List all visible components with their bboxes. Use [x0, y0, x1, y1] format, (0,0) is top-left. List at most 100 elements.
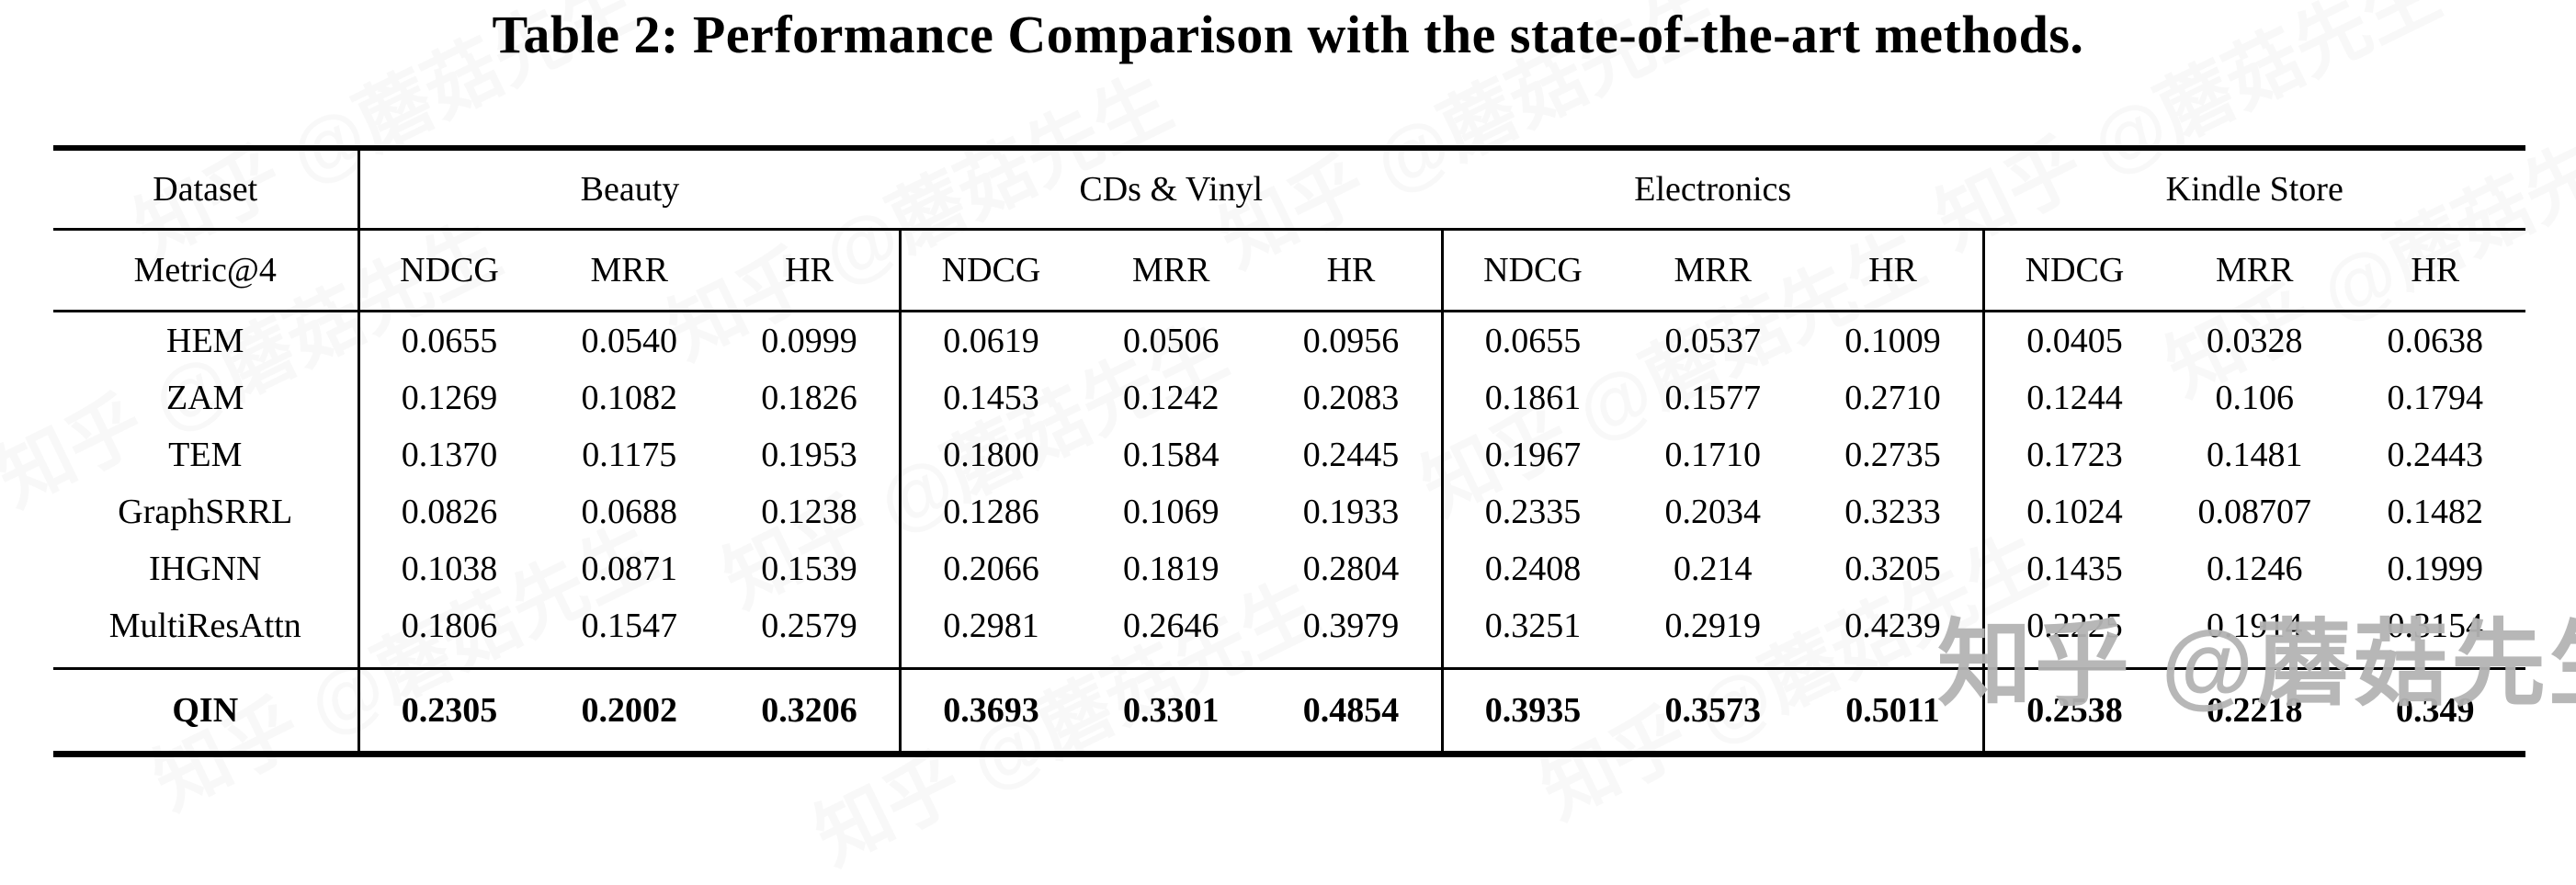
value-cell: 0.1933	[1302, 493, 1400, 531]
value-cell: 0.2335	[1440, 483, 1623, 540]
value-cell: 0.2218	[2164, 667, 2345, 755]
value-cell: 0.0506	[1123, 322, 1220, 360]
value-cell: 0.1269	[357, 369, 539, 426]
metric-label: MRR	[2164, 229, 2345, 312]
metric-header-cell: Metric@4	[53, 229, 358, 312]
table-row: ZAM 0.1269 0.1082 0.1826 0.1453 0.1242 0.2083 0…	[53, 369, 2525, 426]
dataset-header-cell: Dataset	[53, 148, 358, 231]
value-cell: 0.1246	[2207, 550, 2303, 588]
value-cell: 0.1435	[1982, 540, 2164, 597]
value-cell: 0.1482	[2387, 493, 2484, 531]
value-cell: 0.4239	[1844, 607, 1941, 645]
metric-label: MRR	[1622, 229, 1803, 312]
value-cell: 0.1539	[761, 550, 857, 588]
value-cell: 0.0405	[1982, 311, 2164, 369]
metric-label: HR	[2344, 229, 2525, 312]
value-cell: 0.0638	[2387, 322, 2484, 360]
value-cell: 0.1082	[581, 379, 678, 417]
value-cell: 0.3205	[1844, 550, 1941, 588]
value-cell: 0.1009	[1844, 322, 1941, 360]
value-cell: 0.2579	[761, 607, 857, 645]
method-cell: MultiResAttn	[108, 607, 301, 645]
metric-label: NDCG	[357, 229, 539, 312]
method-cell: GraphSRRL	[118, 493, 293, 531]
value-cell: 0.2981	[899, 597, 1081, 669]
value-cell: 0.106	[2215, 379, 2295, 417]
metric-label: HR	[1803, 229, 1984, 312]
value-cell: 0.2538	[1982, 667, 2164, 755]
method-cell: QIN	[53, 667, 358, 755]
results-table: Dataset Beauty CDs & Vinyl Electronics K…	[53, 145, 2525, 757]
value-cell: 0.0655	[1440, 311, 1623, 369]
value-cell: 0.3573	[1622, 667, 1803, 755]
value-cell: 0.1244	[1982, 369, 2164, 426]
value-cell: 0.0826	[357, 483, 539, 540]
group-header-cds-vinyl: CDs & Vinyl	[900, 148, 1442, 231]
group-header-electronics: Electronics	[1442, 148, 1984, 231]
value-cell: 0.1286	[899, 483, 1081, 540]
metric-label: MRR	[1081, 229, 1262, 312]
metric-label: NDCG	[1982, 229, 2164, 312]
value-cell: 0.1967	[1440, 426, 1623, 483]
value-cell: 0.0871	[581, 550, 678, 588]
value-cell: 0.1794	[2387, 379, 2484, 417]
value-cell: 0.2408	[1440, 540, 1623, 597]
value-cell: 0.1999	[2387, 550, 2484, 588]
value-cell: 0.2919	[1664, 607, 1762, 645]
metric-label: HR	[1261, 229, 1442, 312]
value-cell: 0.0328	[2207, 322, 2303, 360]
value-cell: 0.1914	[2207, 607, 2303, 645]
value-cell: 0.0999	[761, 322, 857, 360]
dataset-header-row: Dataset Beauty CDs & Vinyl Electronics K…	[53, 148, 2525, 231]
table-row: GraphSRRL 0.0826 0.0688 0.1238 0.1286 0.1069 0…	[53, 483, 2525, 540]
value-cell: 0.1800	[899, 426, 1081, 483]
highlight-row: QIN 0.2305 0.2002 0.3206 0.3693 0.3301 0.4854 0…	[53, 667, 2525, 755]
value-cell: 0.214	[1674, 550, 1753, 588]
value-cell: 0.1577	[1664, 379, 1762, 417]
group-header-kindle-store: Kindle Store	[1983, 148, 2525, 231]
value-cell: 0.3154	[2387, 607, 2484, 645]
value-cell: 0.2066	[899, 540, 1081, 597]
table-row: IHGNN 0.1038 0.0871 0.1539 0.2066 0.1819 0.280…	[53, 540, 2525, 597]
metric-label: NDCG	[1440, 229, 1623, 312]
value-cell: 0.1826	[761, 379, 857, 417]
value-cell: 0.2225	[1982, 597, 2164, 669]
value-cell: 0.1370	[357, 426, 539, 483]
value-cell: 0.2646	[1123, 607, 1220, 645]
value-cell: 0.0619	[899, 311, 1081, 369]
value-cell: 0.0540	[581, 322, 678, 360]
value-cell: 0.2804	[1302, 550, 1400, 588]
method-cell: TEM	[168, 436, 243, 474]
value-cell: 0.3251	[1440, 597, 1623, 669]
method-cell: ZAM	[166, 379, 244, 417]
value-cell: 0.1242	[1123, 379, 1220, 417]
value-cell: 0.1238	[761, 493, 857, 531]
value-cell: 0.2445	[1302, 436, 1400, 474]
value-cell: 0.3935	[1440, 667, 1623, 755]
value-cell: 0.3301	[1081, 667, 1262, 755]
value-cell: 0.1481	[2207, 436, 2303, 474]
value-cell: 0.1584	[1123, 436, 1220, 474]
value-cell: 0.1806	[357, 597, 539, 669]
value-cell: 0.349	[2344, 667, 2525, 755]
value-cell: 0.1038	[357, 540, 539, 597]
method-cell: HEM	[166, 322, 244, 360]
value-cell: 0.0655	[357, 311, 539, 369]
value-cell: 0.1861	[1440, 369, 1623, 426]
value-cell: 0.3979	[1302, 607, 1400, 645]
table-row: MultiResAttn 0.1806 0.1547 0.2579 0.2981 0.26…	[53, 597, 2525, 669]
value-cell: 0.2002	[539, 667, 720, 755]
value-cell: 0.0956	[1302, 322, 1400, 360]
zhihu-watermark: 知乎 @蘑菇先生	[1937, 611, 2576, 717]
value-cell: 0.1819	[1123, 550, 1220, 588]
value-cell: 0.2305	[357, 667, 539, 755]
metric-label: NDCG	[899, 229, 1081, 312]
value-cell: 0.5011	[1803, 667, 1984, 755]
value-cell: 0.1953	[761, 436, 857, 474]
value-cell: 0.4854	[1261, 667, 1442, 755]
value-cell: 0.08707	[2197, 493, 2312, 531]
value-cell: 0.2443	[2387, 436, 2484, 474]
value-cell: 0.1723	[1982, 426, 2164, 483]
metric-header-row: Metric@4 NDCG MRR HR NDCG MRR HR NDCG MR…	[53, 229, 2525, 312]
table-row: HEM 0.0655 0.0540 0.0999 0.0619 0.0506 0.0956 0…	[53, 311, 2525, 369]
